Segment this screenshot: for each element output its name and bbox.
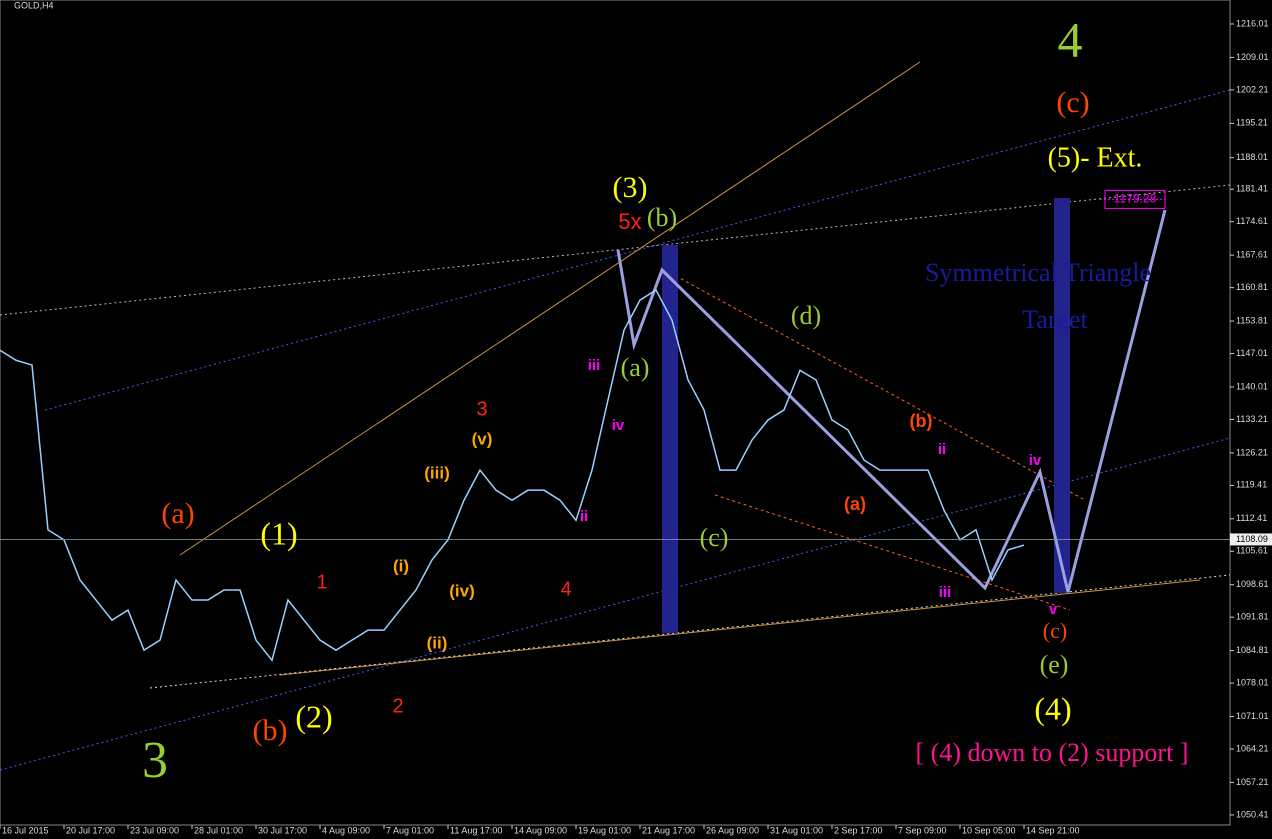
x-tick-label: 4 Aug 09:00 [322, 825, 370, 835]
wave-label: (a) [161, 497, 194, 530]
chart-title: GOLD,H4 [14, 0, 54, 10]
y-tick-label: 1140.01 [1236, 381, 1268, 391]
y-tick-label: 1174.61 [1236, 216, 1268, 226]
y-tick-label: 1050.41 [1236, 809, 1269, 819]
wave-label: (i) [393, 556, 409, 575]
x-tick-label: 19 Aug 01:00 [578, 825, 631, 835]
price-line [0, 288, 1025, 662]
wave-label: 3 [142, 732, 168, 789]
x-tick-label: 31 Aug 01:00 [770, 825, 823, 835]
x-tick-label: 7 Sep 09:00 [898, 825, 947, 835]
y-tick-label: 1071.01 [1236, 711, 1269, 721]
wave-label: (b) [253, 714, 288, 747]
y-tick-label: 1202.21 [1236, 84, 1269, 94]
wave-label: (a) [844, 494, 866, 514]
wave-label: iii [939, 584, 952, 601]
target-bar [1054, 198, 1070, 593]
x-tick-label: 14 Aug 09:00 [514, 825, 567, 835]
wave-label: (d) [791, 301, 821, 330]
trend-line [664, 269, 1086, 501]
y-tick-label: 1209.01 [1236, 52, 1269, 62]
current-price-box [1230, 533, 1272, 546]
trend-line [279, 579, 1201, 676]
wave-label: 2 [392, 695, 403, 717]
wave-label: iii [588, 357, 601, 374]
wave-label: (b) [647, 203, 677, 232]
trend-line [0, 184, 1231, 316]
y-tick-label: 1091.81 [1236, 612, 1269, 622]
y-tick-label: 1133.21 [1236, 414, 1268, 424]
wave-label: (5)- Ext. [1048, 142, 1143, 173]
y-tick-label: 1112.41 [1236, 513, 1267, 523]
wave-label: (2) [295, 698, 332, 734]
y-tick-label: 1216.01 [1236, 18, 1269, 28]
wave-projection [616, 209, 1167, 593]
x-tick-label: 2 Sep 17:00 [834, 825, 883, 835]
y-tick-label: 1126.21 [1236, 447, 1268, 457]
y-tick-label: 1181.41 [1236, 184, 1268, 194]
x-tick-label: 23 Jul 09:00 [130, 825, 179, 835]
x-tick-label: 28 Jul 01:00 [194, 825, 243, 835]
wave-label: (e) [1040, 650, 1069, 679]
plot-frame [0, 0, 1231, 826]
wave-label: ii [580, 508, 588, 525]
wave-label: [ (4) down to (2) support ] [916, 738, 1189, 767]
wave-label: (iii) [424, 463, 450, 482]
y-tick-label: 1105.61 [1236, 546, 1268, 556]
wave-label: 5x [618, 209, 641, 234]
wave-label: iv [612, 417, 625, 434]
wave-label: v [1049, 601, 1058, 618]
wave-label: (b) [910, 411, 933, 431]
y-tick-label: 1098.61 [1236, 579, 1269, 589]
current-price-label: 1108.09 [1236, 534, 1268, 544]
x-tick-label: 30 Jul 17:00 [258, 825, 307, 835]
y-tick-label: 1160.81 [1236, 282, 1268, 292]
wave-label: (4) [1034, 690, 1071, 726]
y-tick-label: 1167.61 [1236, 250, 1268, 260]
wave-label: 4 [1058, 11, 1083, 67]
y-tick-label: 1057.21 [1236, 777, 1269, 787]
target-label: 1179.28 [1114, 192, 1157, 206]
wave-label: 1 [316, 571, 327, 593]
y-tick-label: 1084.81 [1236, 645, 1269, 655]
x-tick-label: 16 Jul 2015 [2, 825, 49, 835]
trend-line [0, 437, 1231, 771]
x-tick-label: 14 Sep 21:00 [1026, 825, 1080, 835]
y-tick-label: 1119.41 [1236, 480, 1267, 490]
x-tick-label: 21 Aug 17:00 [642, 825, 695, 835]
target-box [1104, 189, 1166, 209]
wave-label: 4 [560, 578, 571, 600]
y-tick-label: 1153.81 [1236, 315, 1268, 325]
wave-label: (a) [621, 353, 650, 382]
wave-label: Symmetrical Triangle [925, 258, 1151, 287]
wave-label: (1) [260, 515, 297, 551]
x-tick-label: 7 Aug 01:00 [386, 825, 434, 835]
trend-line [179, 61, 921, 556]
wave-label: 3 [476, 398, 487, 420]
x-tick-label: 20 Jul 17:00 [66, 825, 115, 835]
wave-label: Target [1022, 305, 1088, 334]
x-tick-label: 10 Sep 05:00 [962, 825, 1016, 835]
wave-label: (c) [1056, 86, 1089, 119]
wave-label: (v) [472, 429, 493, 448]
y-tick-label: 1195.21 [1236, 118, 1268, 128]
x-tick-label: 26 Aug 09:00 [706, 825, 759, 835]
y-tick-label: 1078.01 [1236, 677, 1269, 687]
trend-line [714, 494, 1071, 611]
trend-line [149, 574, 1231, 689]
y-tick-label: 1064.21 [1236, 743, 1269, 753]
wave-label: (c) [700, 523, 729, 552]
wave-label: (3) [613, 171, 648, 204]
wave-label: (iv) [449, 581, 475, 600]
y-tick-label: 1147.01 [1236, 348, 1268, 358]
x-tick-label: 11 Aug 17:00 [450, 825, 502, 835]
wave-label: (ii) [427, 633, 448, 652]
target-bar [662, 245, 678, 633]
wave-label: ii [938, 441, 946, 458]
wave-label: iv [1029, 452, 1042, 469]
wave-label: (c) [1043, 618, 1067, 643]
y-tick-label: 1188.01 [1236, 152, 1268, 162]
